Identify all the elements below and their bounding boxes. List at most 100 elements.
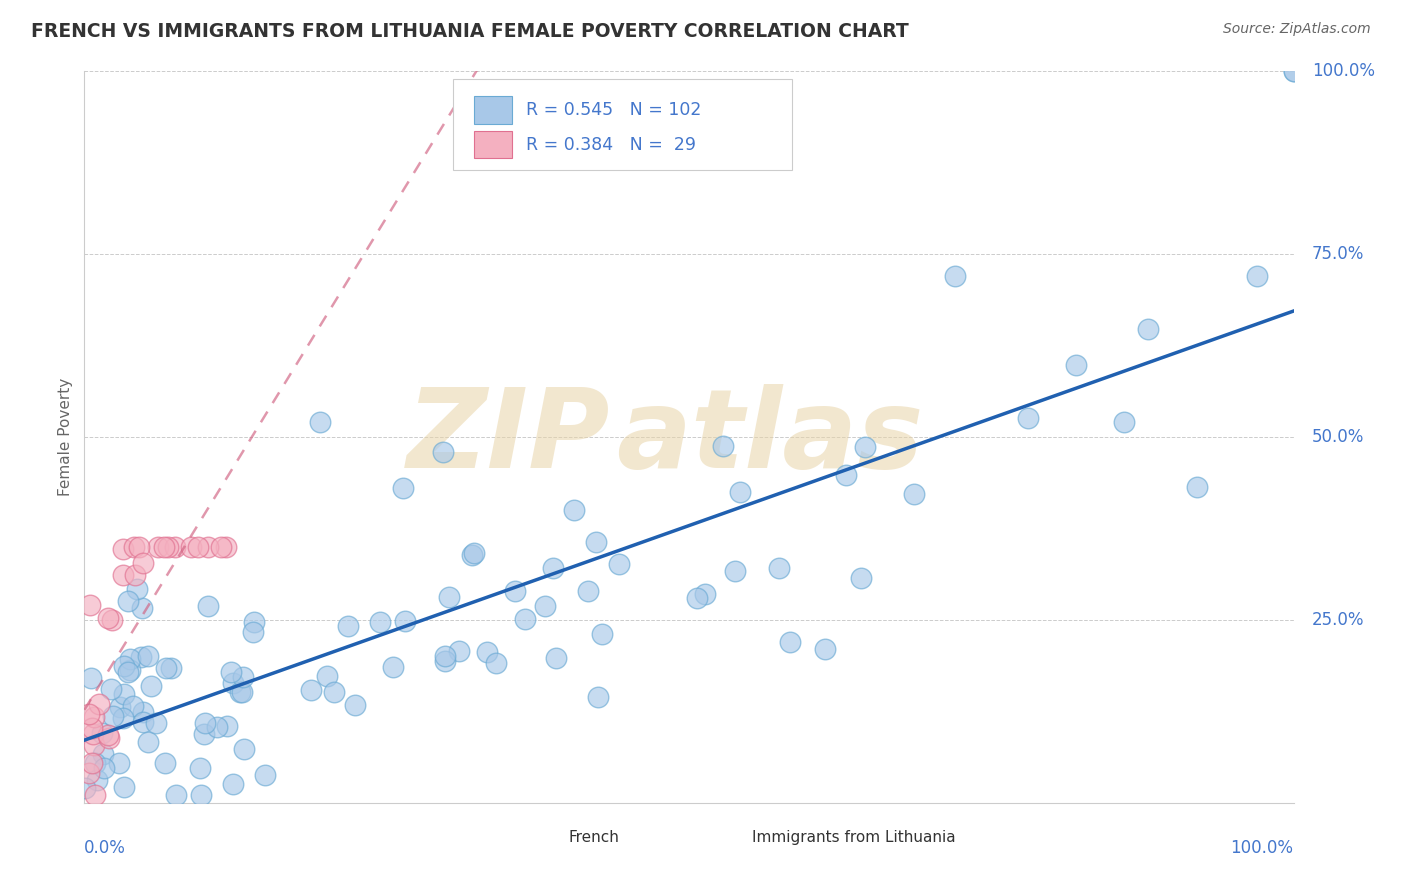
Point (97, 611, 120, 625)
Text: 100.0%: 100.0% (1230, 839, 1294, 857)
Point (768, 560, 790, 574)
Point (160, 661, 183, 675)
Point (79, 599, 101, 613)
Point (153, 540, 176, 554)
Point (136, 735, 159, 749)
Point (80, 721, 103, 735)
Y-axis label: Female Poverty: Female Poverty (58, 378, 73, 496)
Point (585, 534, 607, 549)
Point (222, 777, 245, 791)
Point (835, 467, 858, 482)
Point (93, 747, 115, 762)
Point (242, 625, 264, 640)
Point (165, 789, 187, 803)
FancyBboxPatch shape (474, 96, 512, 124)
Point (434, 648, 457, 663)
Point (136, 649, 159, 664)
Point (100, 681, 122, 696)
Point (111, 567, 134, 582)
Point (163, 540, 186, 554)
Point (129, 649, 152, 664)
Point (253, 768, 276, 782)
Point (432, 444, 454, 458)
Point (124, 568, 146, 582)
Point (485, 657, 508, 671)
FancyBboxPatch shape (453, 78, 792, 170)
Point (1137, 322, 1160, 336)
Point (82, 756, 104, 771)
Point (475, 645, 498, 659)
Point (145, 715, 167, 730)
Text: Immigrants from Lithuania: Immigrants from Lithuania (752, 830, 956, 846)
Point (215, 540, 238, 554)
Point (686, 591, 709, 606)
Point (394, 615, 416, 629)
Point (127, 582, 149, 597)
Point (101, 613, 124, 627)
Point (711, 439, 734, 453)
Point (382, 660, 405, 674)
Point (849, 571, 872, 585)
Point (156, 540, 179, 554)
Text: 100.0%: 100.0% (1312, 62, 1375, 80)
Point (391, 481, 413, 495)
Point (80, 671, 103, 685)
Point (231, 685, 253, 699)
Point (117, 665, 139, 679)
Point (84, 789, 107, 803)
Point (84, 756, 107, 771)
Point (336, 618, 359, 632)
Point (533, 599, 555, 614)
Point (93, 761, 115, 775)
Point (299, 682, 322, 697)
Point (434, 654, 457, 668)
Point (543, 561, 565, 575)
Point (814, 642, 837, 657)
Point (586, 690, 609, 705)
Point (243, 615, 266, 630)
Point (82, 727, 104, 741)
Point (229, 685, 252, 699)
Point (232, 669, 254, 683)
Point (155, 756, 177, 771)
Point (215, 719, 238, 733)
Point (232, 742, 254, 756)
Point (97, 731, 120, 745)
Point (131, 705, 153, 719)
Point (155, 661, 177, 675)
Point (118, 652, 141, 666)
Point (194, 715, 217, 730)
Point (513, 612, 536, 626)
Point (853, 440, 876, 454)
Point (1282, 64, 1305, 78)
Point (73, 780, 96, 795)
Point (219, 665, 242, 679)
Text: FRENCH VS IMMIGRANTS FROM LITHUANIA FEMALE POVERTY CORRELATION CHART: FRENCH VS IMMIGRANTS FROM LITHUANIA FEMA… (31, 22, 908, 41)
Text: R = 0.384   N =  29: R = 0.384 N = 29 (526, 136, 696, 153)
Text: 50.0%: 50.0% (1312, 428, 1364, 446)
Point (322, 685, 344, 699)
Point (131, 556, 153, 570)
Point (1246, 269, 1268, 284)
FancyBboxPatch shape (474, 130, 512, 159)
Point (503, 584, 526, 599)
Point (209, 540, 232, 554)
Point (118, 664, 141, 678)
Text: Source: ZipAtlas.com: Source: ZipAtlas.com (1223, 22, 1371, 37)
Point (193, 727, 215, 741)
Point (779, 635, 801, 649)
Point (187, 540, 209, 554)
Point (110, 700, 132, 714)
Point (107, 756, 129, 771)
Point (461, 548, 484, 562)
Point (77, 765, 100, 780)
Point (903, 487, 925, 501)
Point (91, 725, 114, 739)
Point (190, 789, 212, 803)
Point (437, 591, 460, 605)
Point (122, 699, 145, 714)
Point (101, 708, 124, 723)
Point (111, 542, 134, 557)
Point (180, 540, 202, 554)
Text: 25.0%: 25.0% (1312, 611, 1364, 629)
